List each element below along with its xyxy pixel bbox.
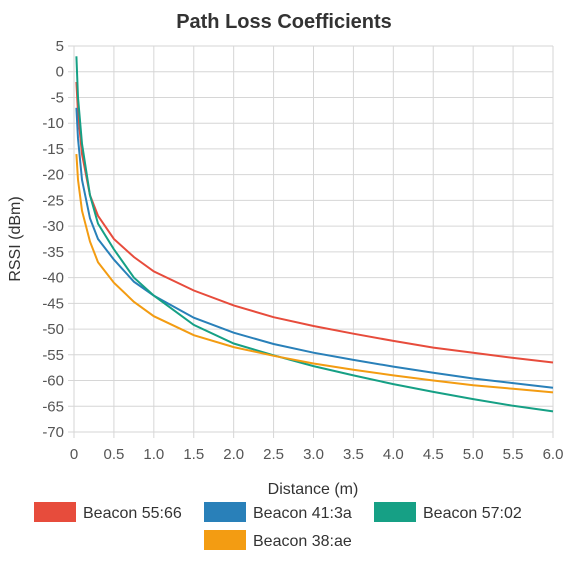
y-tick-label: -40 — [42, 270, 64, 287]
y-tick-label: -45 — [42, 295, 64, 312]
x-tick-label: 4.5 — [423, 446, 444, 463]
y-tick-label: -5 — [51, 89, 64, 106]
series-line-beacon-57-02 — [75, 56, 554, 413]
legend-label: Beacon 57:02 — [423, 505, 522, 522]
y-tick-label: -15 — [42, 141, 64, 158]
series-line-beacon-38-ae — [75, 154, 554, 394]
y-tick-label: 5 — [56, 38, 64, 55]
y-axis-ticks: 5 0 -5 -10 -15 -20 -25 -30 -35 -40 -45 -50 -55 -60 -65… — [42, 38, 64, 441]
legend-swatch — [204, 530, 246, 550]
series-lines — [75, 56, 554, 413]
y-tick-label: -60 — [42, 373, 64, 390]
legend-label: Beacon 55:66 — [83, 505, 182, 522]
x-axis-ticks: 0 0.5 1.0 1.5 2.0 2.5 3.0 3.5 4.0 4.5 5.0 5.5 6.0 — [70, 446, 564, 463]
x-tick-label: 1.0 — [143, 446, 164, 463]
y-tick-label: -20 — [42, 167, 64, 184]
legend-item-beacon-55-66[interactable]: Beacon 55:66 — [34, 502, 182, 522]
y-tick-label: -10 — [42, 115, 64, 132]
y-axis-title: RSSI (dBm) — [7, 196, 24, 281]
x-tick-label: 6.0 — [543, 446, 564, 463]
y-tick-label: -70 — [42, 424, 64, 441]
y-tick-label: 0 — [56, 64, 64, 81]
y-tick-label: -50 — [42, 321, 64, 338]
legend-label: Beacon 38:ae — [253, 533, 352, 550]
x-axis-title: Distance (m) — [268, 481, 359, 498]
x-tick-label: 5.0 — [463, 446, 484, 463]
y-tick-label: -65 — [42, 398, 64, 415]
grid — [68, 45, 554, 438]
legend-swatch — [34, 502, 76, 522]
y-tick-label: -35 — [42, 244, 64, 261]
legend: Beacon 55:66 Beacon 41:3a Beacon 57:02 Beac… — [34, 502, 522, 550]
x-tick-label: 1.5 — [183, 446, 204, 463]
series-line-beacon-55-66 — [75, 81, 554, 364]
legend-label: Beacon 41:3a — [253, 505, 352, 522]
y-tick-label: -25 — [42, 192, 64, 209]
legend-item-beacon-41-3a[interactable]: Beacon 41:3a — [204, 502, 352, 522]
legend-item-beacon-38-ae[interactable]: Beacon 38:ae — [204, 530, 352, 550]
x-tick-label: 0.5 — [103, 446, 124, 463]
x-tick-label: 0 — [70, 446, 78, 463]
x-tick-label: 4.0 — [383, 446, 404, 463]
x-tick-label: 2.5 — [263, 446, 284, 463]
x-tick-label: 5.5 — [503, 446, 524, 463]
chart-title: Path Loss Coefficients — [176, 11, 392, 33]
x-tick-label: 2.0 — [223, 446, 244, 463]
series-line-beacon-41-3a — [75, 107, 554, 389]
legend-item-beacon-57-02[interactable]: Beacon 57:02 — [374, 502, 522, 522]
x-tick-label: 3.5 — [343, 446, 364, 463]
x-tick-label: 3.0 — [303, 446, 324, 463]
y-tick-label: -30 — [42, 218, 64, 235]
legend-swatch — [374, 502, 416, 522]
legend-swatch — [204, 502, 246, 522]
y-tick-label: -55 — [42, 347, 64, 364]
